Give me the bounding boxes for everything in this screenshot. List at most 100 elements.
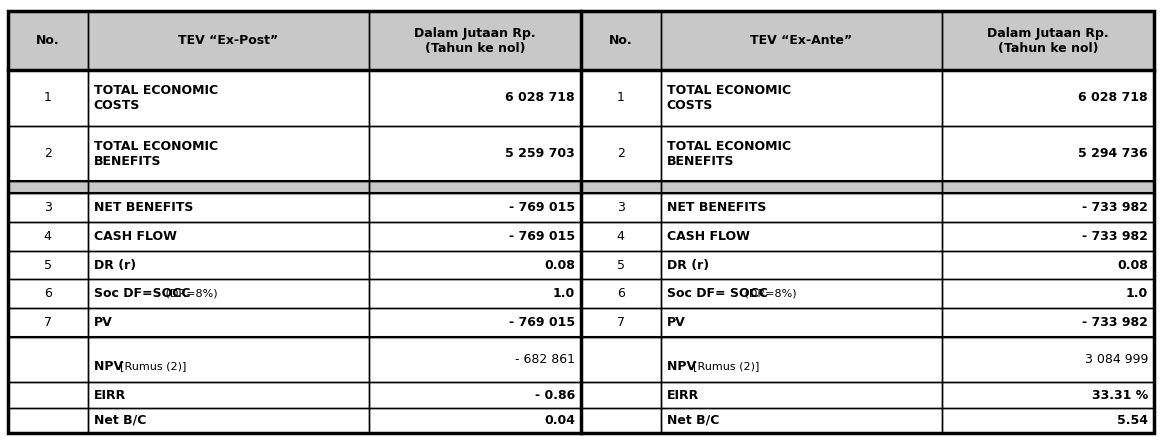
Text: 6 028 718: 6 028 718 (1078, 91, 1148, 105)
Bar (581, 11, 660, 70)
Bar (581, 280, 660, 308)
Bar (8, 182, 87, 193)
Bar (581, 382, 660, 407)
Bar (660, 250, 941, 280)
Bar (660, 222, 941, 250)
Bar (8, 11, 87, 70)
Bar (87, 11, 368, 70)
Text: DR (r): DR (r) (667, 258, 709, 272)
Bar (87, 407, 368, 433)
Text: TOTAL ECONOMIC
BENEFITS: TOTAL ECONOMIC BENEFITS (93, 140, 217, 168)
Bar (941, 11, 1154, 70)
Bar (660, 308, 941, 337)
Bar (87, 382, 368, 407)
Bar (87, 70, 368, 126)
Bar (581, 222, 660, 250)
Bar (581, 337, 660, 382)
Text: 1.0: 1.0 (553, 287, 575, 300)
Bar (660, 70, 941, 126)
Bar (660, 280, 941, 308)
Bar (660, 193, 941, 222)
Text: NPV: NPV (93, 360, 127, 373)
Text: - 733 982: - 733 982 (1082, 316, 1148, 329)
Text: NET BENEFITS: NET BENEFITS (93, 201, 193, 214)
Bar (660, 193, 941, 222)
Text: NPV: NPV (667, 360, 700, 373)
Text: PV: PV (667, 316, 686, 329)
Bar (941, 280, 1154, 308)
Bar (941, 280, 1154, 308)
Bar (941, 407, 1154, 433)
Bar (87, 337, 368, 382)
Text: 2: 2 (617, 147, 625, 160)
Bar (660, 250, 941, 280)
Bar (941, 70, 1154, 126)
Bar (368, 250, 581, 280)
Text: CASH FLOW: CASH FLOW (667, 230, 749, 243)
Bar (8, 193, 87, 222)
Bar (87, 280, 368, 308)
Bar (8, 382, 87, 407)
Bar (87, 182, 368, 193)
Bar (87, 382, 368, 407)
Bar (368, 126, 581, 182)
Bar (87, 308, 368, 337)
Bar (660, 11, 941, 70)
Text: - 682 861: - 682 861 (515, 353, 575, 366)
Bar (368, 11, 581, 70)
Text: 6: 6 (617, 287, 625, 300)
Bar (368, 222, 581, 250)
Text: No.: No. (609, 34, 632, 47)
Bar (941, 337, 1154, 382)
Bar (87, 126, 368, 182)
Text: 5: 5 (44, 258, 52, 272)
Text: 3: 3 (617, 201, 625, 214)
Text: - 769 015: - 769 015 (509, 230, 575, 243)
Bar (941, 193, 1154, 222)
Bar (368, 182, 581, 193)
Bar (8, 382, 87, 407)
Bar (8, 70, 87, 126)
Text: No.: No. (36, 34, 59, 47)
Bar (581, 126, 660, 182)
Bar (368, 126, 581, 182)
Text: 6 028 718: 6 028 718 (505, 91, 575, 105)
Bar (87, 250, 368, 280)
Bar (368, 222, 581, 250)
Bar (581, 308, 660, 337)
Bar (660, 407, 941, 433)
Bar (941, 126, 1154, 182)
Bar (941, 193, 1154, 222)
Text: TOTAL ECONOMIC
BENEFITS: TOTAL ECONOMIC BENEFITS (667, 140, 790, 168)
Bar (87, 407, 368, 433)
Bar (941, 337, 1154, 382)
Bar (941, 382, 1154, 407)
Bar (87, 11, 368, 70)
Text: 5 259 703: 5 259 703 (505, 147, 575, 160)
Text: 1: 1 (617, 91, 625, 105)
Text: 33.31 %: 33.31 % (1092, 389, 1148, 401)
Bar (368, 308, 581, 337)
Bar (660, 337, 941, 382)
Bar (581, 11, 660, 70)
Bar (8, 222, 87, 250)
Text: Net B/C: Net B/C (667, 414, 719, 427)
Bar (941, 308, 1154, 337)
Text: [Rumus (2)]: [Rumus (2)] (120, 362, 186, 371)
Bar (660, 407, 941, 433)
Bar (87, 250, 368, 280)
Bar (581, 308, 660, 337)
Text: [Rumus (2)]: [Rumus (2)] (693, 362, 759, 371)
Text: (DR=8%): (DR=8%) (741, 289, 796, 299)
Text: 1.0: 1.0 (1126, 287, 1148, 300)
Text: TOTAL ECONOMIC
COSTS: TOTAL ECONOMIC COSTS (93, 84, 217, 112)
Text: 1: 1 (44, 91, 51, 105)
Bar (941, 182, 1154, 193)
Text: Net B/C: Net B/C (93, 414, 146, 427)
Bar (8, 308, 87, 337)
Text: - 769 015: - 769 015 (509, 201, 575, 214)
Bar (581, 70, 660, 126)
Bar (941, 250, 1154, 280)
Bar (660, 222, 941, 250)
Bar (8, 407, 87, 433)
